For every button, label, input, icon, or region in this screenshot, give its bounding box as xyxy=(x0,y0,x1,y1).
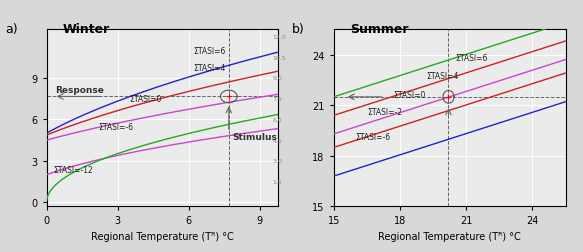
Text: ΣTASI=-2: ΣTASI=-2 xyxy=(367,107,402,116)
Text: Stimulus: Stimulus xyxy=(233,133,278,142)
Text: 10.5: 10.5 xyxy=(273,55,286,60)
Text: Response: Response xyxy=(55,86,104,95)
Text: Summer: Summer xyxy=(350,23,409,36)
Text: 9.0: 9.0 xyxy=(273,76,282,81)
Text: ΣTASI=6: ΣTASI=6 xyxy=(194,47,226,56)
Text: ΣTASI=0: ΣTASI=0 xyxy=(129,95,162,104)
Text: ΣTASI=-12: ΣTASI=-12 xyxy=(54,165,93,174)
Text: ΣTASI=0: ΣTASI=0 xyxy=(394,90,426,100)
Text: 1.5: 1.5 xyxy=(273,179,282,184)
Text: 7.5: 7.5 xyxy=(273,97,282,102)
Text: ΣTASI=-6: ΣTASI=-6 xyxy=(99,122,134,132)
Text: 12.0: 12.0 xyxy=(273,35,286,40)
Text: ΣTASI=6: ΣTASI=6 xyxy=(455,53,487,62)
Text: ΣTASI=4: ΣTASI=4 xyxy=(426,72,459,81)
Text: b): b) xyxy=(292,23,305,36)
Text: Winter: Winter xyxy=(63,23,110,36)
Text: a): a) xyxy=(5,23,17,36)
Text: 6.0: 6.0 xyxy=(273,117,282,122)
Text: 4.5: 4.5 xyxy=(273,138,282,143)
Text: ΣTASI=4: ΣTASI=4 xyxy=(194,64,226,73)
X-axis label: Regional Temperature (Tᴿ) °C: Regional Temperature (Tᴿ) °C xyxy=(91,231,234,241)
X-axis label: Regional Temperature (Tᴿ) °C: Regional Temperature (Tᴿ) °C xyxy=(378,231,521,241)
Text: ΣTASI=-6: ΣTASI=-6 xyxy=(356,133,391,141)
Text: 3.0: 3.0 xyxy=(273,159,282,164)
